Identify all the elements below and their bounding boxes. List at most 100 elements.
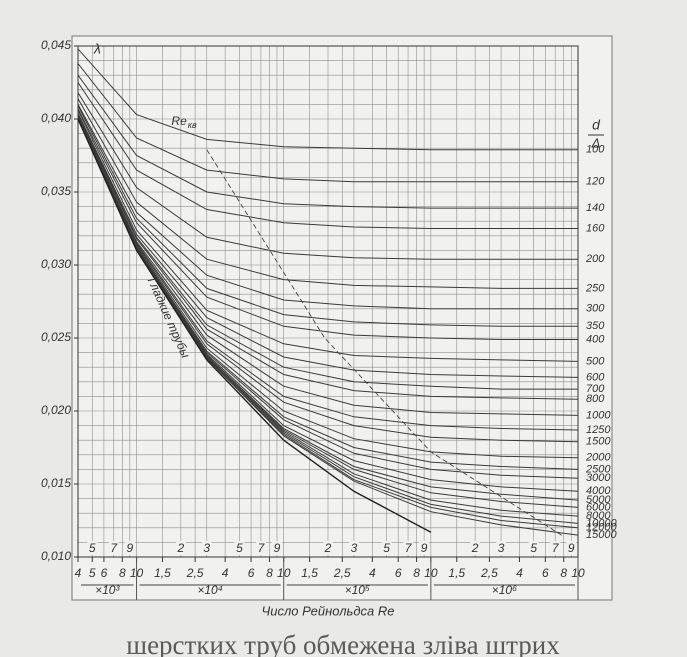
x-inner-tick: [201, 541, 212, 555]
y-tick-label: 0,040: [41, 111, 71, 125]
x-tick-label: 6: [542, 566, 549, 580]
smooth-curve: [78, 118, 432, 533]
curve-label: 1500: [586, 436, 611, 448]
x-inner-tick-label: 5: [383, 541, 390, 555]
curve-label: 350: [586, 320, 605, 332]
x-tick-label: 8: [266, 566, 273, 580]
curve-label: 10000: [586, 517, 617, 529]
x-inner-tick: [550, 541, 561, 555]
curve: [78, 104, 578, 310]
x-inner-tick-label: 3: [351, 541, 358, 555]
curve-label: 100: [586, 144, 605, 156]
curve: [78, 63, 578, 183]
curve-label: 5000: [586, 494, 611, 506]
x-inner-tick: [566, 541, 577, 555]
x-inner-tick: [528, 541, 539, 555]
curve: [78, 114, 578, 400]
x-inner-tick-label: 2: [177, 541, 185, 555]
x-inner-tick-label: 7: [110, 541, 118, 555]
critical-label: Re: [171, 114, 187, 128]
curve: [78, 109, 578, 362]
x-inner-tick-label: 9: [568, 541, 575, 555]
x-tick-label: 4: [369, 566, 376, 580]
x-tick-label: 1,5: [301, 566, 318, 580]
x-inner-tick-label: 9: [274, 541, 281, 555]
x-inner-tick: [323, 541, 333, 555]
x-inner-tick-label: 5: [530, 541, 537, 555]
x-inner-tick: [496, 541, 507, 555]
curve: [78, 117, 578, 459]
curve-label: 3000: [586, 472, 611, 484]
curve-label: 4000: [586, 485, 611, 497]
x-inner-tick: [381, 541, 392, 555]
x-inner-tick-label: 7: [405, 541, 413, 555]
right-title-bottom: Δ: [591, 135, 601, 150]
x-inner-tick: [255, 541, 266, 555]
multiplier-label: ×10⁴: [197, 583, 223, 597]
x-inner-tick: [348, 541, 359, 555]
curve-label: 300: [586, 303, 605, 315]
curve: [78, 98, 578, 289]
curve-label: 2500: [585, 463, 611, 475]
x-inner-tick-label: 3: [498, 541, 505, 555]
curve: [78, 112, 578, 378]
plot-border: [77, 45, 579, 558]
x-inner-tick-label: 2: [324, 541, 332, 555]
x-tick-label: 6: [248, 566, 255, 580]
curve: [78, 105, 578, 327]
multiplier-label: ×10⁶: [492, 583, 517, 597]
y-tick-label: 0,010: [41, 549, 71, 563]
x-tick-label: 1,5: [154, 566, 171, 580]
curve: [78, 118, 578, 524]
x-inner-tick-label: 7: [552, 541, 560, 555]
x-tick-label: 2,5: [186, 566, 204, 580]
x-tick-label: 4: [222, 566, 229, 580]
x-inner-tick: [271, 541, 282, 555]
x-tick-label: 6: [101, 566, 108, 580]
curve-label: 200: [585, 253, 605, 265]
x-inner-tick: [470, 541, 481, 555]
curve-label: 400: [586, 333, 605, 345]
y-tick-label: 0,045: [41, 38, 71, 52]
x-tick-label: 2,5: [333, 566, 351, 580]
curve-label: 500: [586, 355, 605, 367]
x-inner-tick-label: 9: [421, 541, 428, 555]
x-tick-label: 8: [560, 566, 567, 580]
curve: [78, 92, 578, 260]
y-tick-label: 0,035: [41, 184, 71, 198]
x-tick-label: 2,5: [480, 566, 498, 580]
y-tick-label: 0,030: [41, 257, 71, 271]
curve-label: 800: [586, 393, 605, 405]
curve-label: 15000: [586, 529, 617, 541]
x-inner-tick: [419, 541, 430, 555]
curve: [78, 115, 578, 416]
curve-label: 140: [586, 202, 605, 214]
curve-label: 6000: [586, 501, 611, 513]
curve-label: 120: [586, 176, 605, 188]
x-inner-tick-label: 3: [203, 541, 210, 555]
curve: [78, 112, 578, 390]
x-inner-tick-label: 5: [89, 541, 96, 555]
x-title: Число Рейнольдса Re: [261, 603, 394, 618]
curve: [78, 82, 578, 229]
x-inner-tick: [108, 541, 119, 555]
curves: [78, 48, 578, 537]
curve-label: 8000: [586, 510, 611, 522]
curve-label: 250: [585, 282, 605, 294]
x-inner-tick-label: 5: [236, 541, 243, 555]
x-inner-tick: [124, 541, 135, 555]
y-tick-label: 0,020: [41, 403, 71, 417]
x-tick-label: 8: [119, 566, 126, 580]
x-inner-tick: [87, 541, 98, 555]
x-tick-label: 4: [516, 566, 523, 580]
curve-label: 700: [586, 383, 605, 395]
y-label: λ: [93, 41, 101, 57]
curve: [78, 74, 578, 209]
curve-label: 12000: [586, 522, 617, 534]
x-inner-tick: [403, 541, 414, 555]
x-inner-tick-label: 2: [471, 541, 479, 555]
x-inner-tick-label: 9: [126, 541, 133, 555]
y-tick-label: 0,015: [41, 476, 71, 490]
